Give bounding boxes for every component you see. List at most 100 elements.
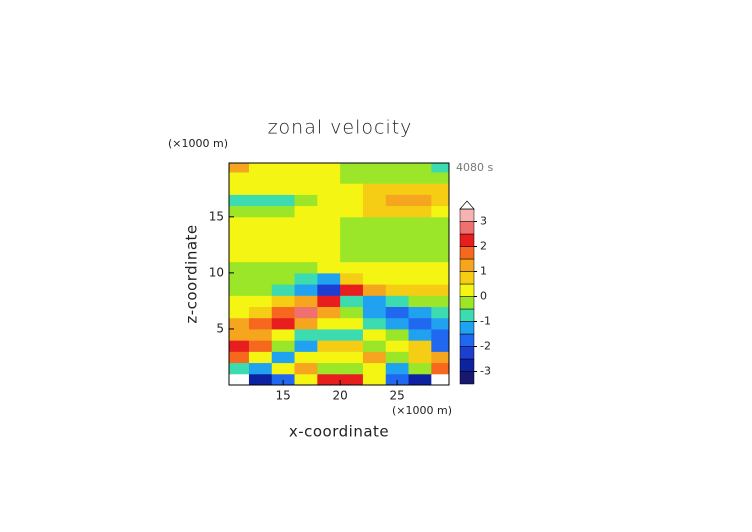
contour-cell <box>408 340 432 352</box>
contour-cell <box>271 284 296 296</box>
contour-cell <box>229 306 250 319</box>
contour-cell <box>408 295 432 308</box>
colorbar-band <box>459 358 475 372</box>
colorbar-band <box>459 346 475 360</box>
contour-cell <box>385 250 410 263</box>
contour-cell <box>431 183 449 195</box>
contour-cell <box>294 340 318 352</box>
contour-cell <box>248 163 273 173</box>
y-axis-label: z-coordinate <box>183 224 201 323</box>
contour-cell <box>248 317 273 330</box>
contour-cell <box>340 328 364 341</box>
contour-cell <box>340 194 364 207</box>
contour-cell <box>271 373 296 385</box>
contour-cell <box>248 171 273 184</box>
contour-cell <box>317 373 341 385</box>
contour-cell <box>362 272 387 285</box>
contour-cell <box>340 261 364 274</box>
contour-cell <box>431 228 449 240</box>
contour-cell <box>431 250 449 263</box>
contour-cell <box>271 163 296 173</box>
contour-cell <box>317 340 341 352</box>
contour-cell <box>408 306 432 319</box>
contour-cell <box>362 239 387 251</box>
contour-cell <box>271 205 296 218</box>
x-tick-label: 15 <box>276 389 291 403</box>
contour-cell <box>317 295 341 308</box>
contour-cell <box>408 194 432 207</box>
contour-cell <box>340 340 364 352</box>
contour-cell <box>340 362 364 375</box>
contour-cell <box>408 328 432 341</box>
contour-cell <box>229 272 250 285</box>
contour-cell <box>317 272 341 285</box>
contour-cell <box>294 239 318 251</box>
contour-cell <box>340 216 364 229</box>
contour-cell <box>294 328 318 341</box>
contour-cell <box>294 171 318 184</box>
contour-cell <box>294 183 318 195</box>
contour-cell <box>229 261 250 274</box>
contour-cell <box>385 194 410 207</box>
contour-cell <box>408 373 432 385</box>
colorbar-band <box>459 246 475 260</box>
contour-cell <box>362 362 387 375</box>
plot-frame <box>228 162 450 386</box>
contour-cell <box>340 228 364 240</box>
contour-cell <box>385 373 410 385</box>
contour-cell <box>385 317 410 330</box>
x-axis-label: x-coordinate <box>289 423 389 441</box>
contour-cell <box>385 239 410 251</box>
contour-cell <box>385 351 410 364</box>
contour-cell <box>248 250 273 263</box>
chart-title: zonal velocity <box>268 117 413 139</box>
contour-cell <box>317 205 341 218</box>
contour-cell <box>340 163 364 173</box>
contour-cell <box>431 272 449 285</box>
contour-cell <box>248 340 273 352</box>
contour-cell <box>431 306 449 319</box>
contour-cell <box>271 317 296 330</box>
contour-cell <box>385 340 410 352</box>
contour-cell <box>248 362 273 375</box>
contour-cell <box>294 351 318 364</box>
contour-cell <box>294 373 318 385</box>
colorbar-tick-label: 0 <box>480 290 487 303</box>
contour-cell <box>362 295 387 308</box>
contour-cell <box>271 228 296 240</box>
contour-cell <box>317 228 341 240</box>
y-tick-label: 15 <box>209 209 224 223</box>
contour-cell <box>294 272 318 285</box>
colorbar-band <box>459 283 475 297</box>
contour-cell <box>385 216 410 229</box>
colorbar-tick-label: 2 <box>480 240 487 253</box>
contour-cell <box>431 351 449 364</box>
contour-cell <box>385 306 410 319</box>
contour-cell <box>248 295 273 308</box>
contour-cell <box>340 272 364 285</box>
contour-cell <box>229 194 250 207</box>
contour-cell <box>317 362 341 375</box>
contour-cell <box>317 317 341 330</box>
contour-cell <box>431 194 449 207</box>
time-label: 4080 s <box>456 161 493 174</box>
contour-cell <box>317 171 341 184</box>
contour-cell <box>431 284 449 296</box>
contour-cell <box>340 295 364 308</box>
contour-cell <box>229 239 250 251</box>
contour-cell <box>271 362 296 375</box>
contour-cell <box>229 362 250 375</box>
contour-cell <box>271 340 296 352</box>
contour-cell <box>294 295 318 308</box>
contour-cell <box>431 317 449 330</box>
contour-field <box>229 163 449 385</box>
contour-cell <box>248 351 273 364</box>
contour-cell <box>248 228 273 240</box>
contour-cell <box>385 328 410 341</box>
contour-cell <box>229 373 250 385</box>
contour-cell <box>362 163 387 173</box>
contour-cell <box>385 261 410 274</box>
colorbar-tick-label: 3 <box>480 215 487 228</box>
colorbar-band <box>459 308 475 322</box>
contour-cell <box>431 362 449 375</box>
